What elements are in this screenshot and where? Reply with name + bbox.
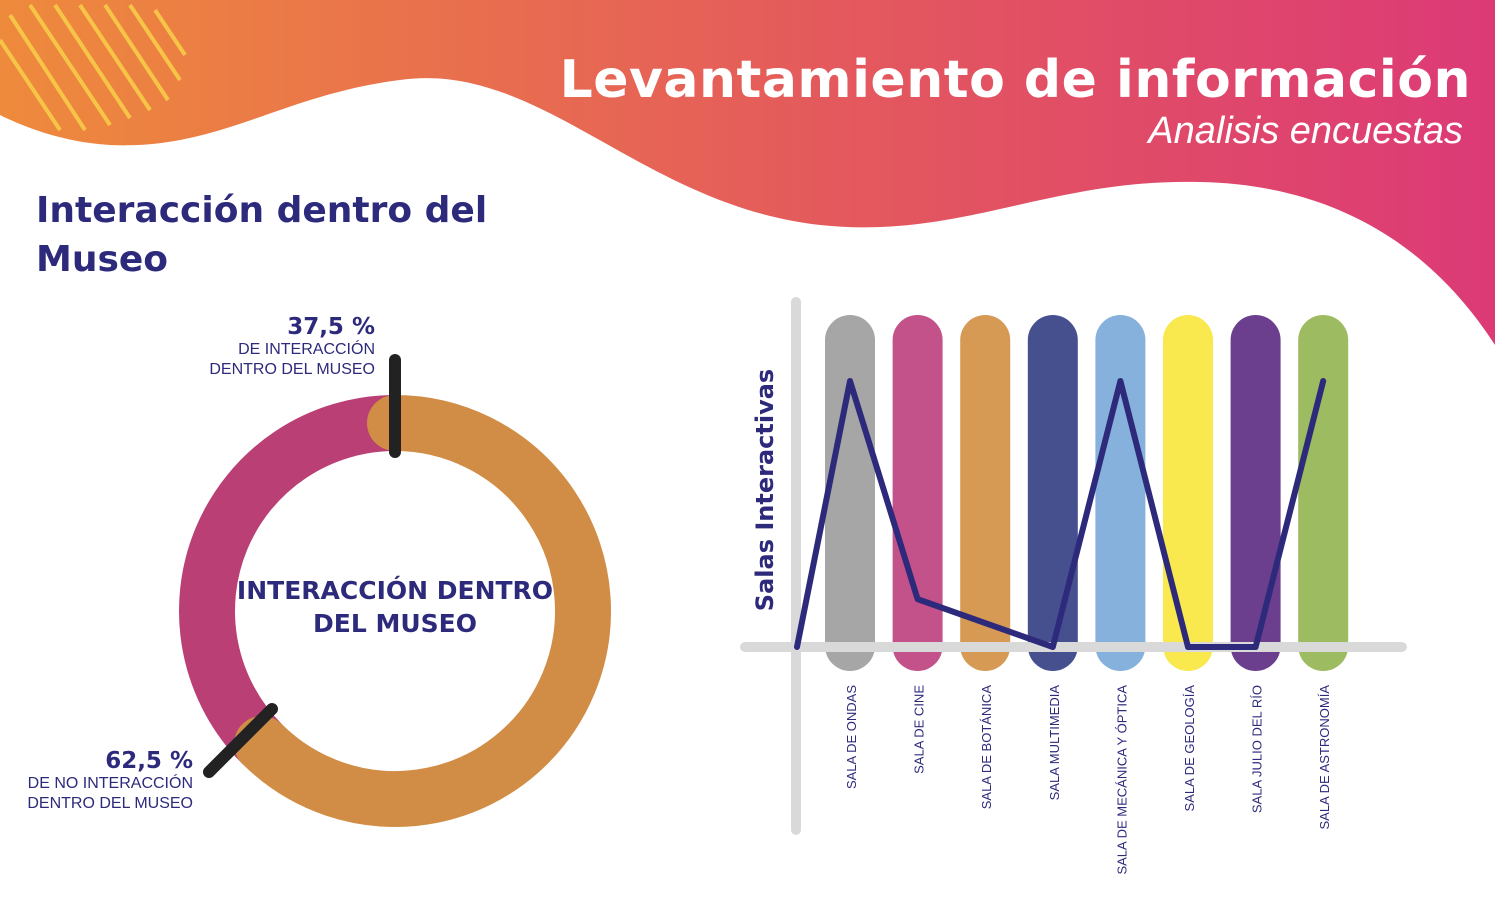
data-point <box>1322 380 1324 382</box>
data-point <box>1255 646 1257 648</box>
decorative-stripes <box>0 3 187 132</box>
donut-slice-no-interaction <box>242 395 611 827</box>
category-bar <box>892 315 943 671</box>
data-point <box>849 380 851 382</box>
donut-center-label: INTERACCIÓN DENTRO DEL MUSEO <box>236 576 554 638</box>
category-bar <box>1095 315 1146 671</box>
data-point <box>1119 380 1121 382</box>
data-point <box>917 598 919 600</box>
y-axis-label: Salas Interactivas <box>751 369 779 611</box>
data-point <box>1052 646 1054 648</box>
x-tick-label: SALA DE MECÁNICA Y ÓPTICA <box>1114 685 1129 875</box>
slice-label-interaction: 37,5 % DE INTERACCIÓN DENTRO DEL MUSEO <box>185 314 375 380</box>
slice-value: 37,5 % <box>287 314 375 340</box>
slice-label-no-interaction: 62,5 % DE NO INTERACCIÓN DENTRO DEL MUSE… <box>0 748 193 814</box>
category-bar <box>1230 315 1281 671</box>
slice-text: DE INTERACCIÓN DENTRO DEL MUSEO <box>209 341 375 378</box>
page-subtitle: Analisis encuestas <box>1148 110 1463 152</box>
donut-slice-interaction <box>179 395 396 764</box>
x-tick-label: SALA DE ASTRONOMÍA <box>1317 685 1332 830</box>
category-bar <box>1163 315 1213 671</box>
data-point <box>984 622 986 624</box>
category-bar <box>960 315 1011 671</box>
slice-marker-no-interaction <box>203 703 278 778</box>
slice-text: DE NO INTERACCIÓN DENTRO DEL MUSEO <box>27 775 193 812</box>
x-tick-label: SALA MULTIMEDIA <box>1047 685 1062 801</box>
x-tick-label: SALA JULIO DEL RÍO <box>1250 685 1265 813</box>
data-point <box>1187 646 1189 648</box>
category-bar <box>825 315 875 671</box>
x-tick-label: SALA DE ONDAS <box>844 685 859 789</box>
x-tick-label: SALA DE BOTÁNICA <box>979 685 994 810</box>
slice-value: 62,5 % <box>105 748 193 774</box>
data-point <box>796 646 798 648</box>
page-title: Levantamiento de información <box>559 50 1471 110</box>
x-tick-label: SALA DE GEOLOGÍA <box>1182 685 1197 812</box>
category-bar <box>1298 315 1349 671</box>
section-title: Interacción dentro del Museo <box>36 190 488 280</box>
category-bar <box>1027 315 1078 671</box>
x-tick-label: SALA DE CINE <box>912 685 927 774</box>
